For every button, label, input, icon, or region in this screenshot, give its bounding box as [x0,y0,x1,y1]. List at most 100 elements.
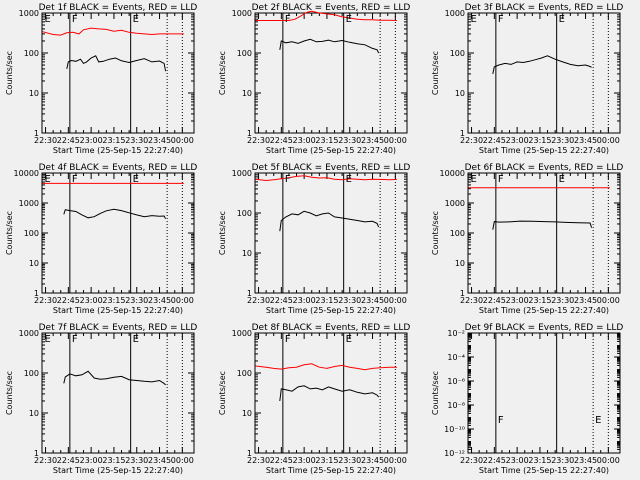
x-axis-label: Start Time (25-Sep-15 22:27:40) [53,306,183,315]
y-tick-label: 1000 [232,169,252,178]
panel-det-7: Det 7f BLACK = Events, RED = LLD 1 10 100 10… [5,323,197,475]
y-tick-label: 100 [24,229,39,238]
x-tick-label: 23:45 [574,296,597,305]
panel-det-2: Det 2f BLACK = Events, RED = LLD 1 10 100 10… [218,3,410,155]
y-tick-label: 10⁻¹⁰ [444,425,465,434]
event-marker-label: F [72,174,78,185]
y-tick-label: 10000 [14,169,39,178]
panel-title: Det 8f BLACK = Events, RED = LLD [252,323,411,333]
x-axis-label: Start Time (25-Sep-15 22:27:40) [266,146,396,155]
panel-det-4: Det 4f BLACK = Events, RED = LLD 1 10 100 10… [5,163,197,315]
x-tick-label: 22:45 [57,456,80,465]
panel-title: Det 6f BLACK = Events, RED = LLD [465,163,624,173]
x-tick-label: 00:00 [384,296,407,305]
y-axis-label: Counts/sec [431,371,440,415]
plot-frame [41,12,195,134]
panel-title: Det 4f BLACK = Events, RED = LLD [39,163,198,173]
x-tick-label: 22:30 [34,456,57,465]
event-marker-label: E [471,174,477,185]
plot-frame [467,12,621,134]
event-marker-label: F [285,334,291,345]
y-tick-label: 10⁻¹² [444,449,465,458]
x-tick-label: 23:00 [506,296,529,305]
event-marker-label: F [285,14,291,25]
plot-frame [41,172,195,294]
y-tick-label: 10⁻² [447,329,465,338]
x-tick-label: 23:00 [293,456,316,465]
y-tick-label: 10000 [440,169,465,178]
y-tick-label: 10 [455,89,465,98]
events-series-line [492,220,593,230]
x-tick-label: 23:00 [293,136,316,145]
x-tick-label: 23:30 [338,296,361,305]
events-series-line [492,55,592,75]
y-tick-label: 100 [24,49,39,58]
x-tick-label: 23:30 [338,456,361,465]
panel-det-3: Det 3f BLACK = Events, RED = LLD 1 10 100 10… [431,3,623,155]
event-marker-label: E [471,14,477,25]
x-tick-label: 22:45 [270,136,293,145]
event-marker-label: E [559,174,565,185]
panel-det-9: Det 9f BLACK = Events, RED = LLD 10⁻¹² 10⁻… [431,323,623,475]
event-marker-label: E [346,14,352,25]
x-axis-label: Start Time (25-Sep-15 22:27:40) [53,466,183,475]
x-axis-label: Start Time (25-Sep-15 22:27:40) [266,466,396,475]
x-tick-label: 23:30 [551,136,574,145]
event-marker-label: E [346,174,352,185]
event-marker-label: F [72,14,78,25]
x-tick-label: 23:45 [148,296,171,305]
x-tick-label: 23:00 [506,136,529,145]
x-tick-label: 22:30 [247,296,270,305]
y-tick-label: 100 [450,49,465,58]
event-marker-label: E [45,334,51,345]
plot-frame [254,332,408,454]
panel-title: Det 5f BLACK = Events, RED = LLD [252,163,411,173]
y-tick-label: 1 [34,129,39,138]
x-tick-label: 23:15 [528,136,551,145]
y-tick-label: 1 [247,449,252,458]
x-tick-label: 23:15 [102,456,125,465]
events-series-line [63,208,167,219]
y-axis-label: Counts/sec [431,211,440,255]
x-tick-label: 23:30 [551,296,574,305]
x-tick-label: 23:30 [125,296,148,305]
y-axis-label: Counts/sec [218,211,227,255]
x-tick-label: 22:30 [460,296,483,305]
lld-series-line [42,27,184,36]
x-tick-label: 00:00 [597,296,620,305]
event-marker-label: F [498,415,504,426]
x-tick-label: 22:45 [270,456,293,465]
y-tick-label: 1 [34,449,39,458]
x-tick-label: 23:00 [293,296,316,305]
event-marker-label: E [45,174,51,185]
event-marker-label: F [498,14,504,25]
events-series-line [63,370,166,386]
event-marker-label: E [346,334,352,345]
event-marker-label: E [559,14,565,25]
x-axis-label: Start Time (25-Sep-15 22:27:40) [479,466,609,475]
y-tick-label: 10⁻⁴ [447,353,465,362]
y-axis-label: Counts/sec [5,371,14,415]
x-tick-label: 22:30 [34,296,57,305]
x-tick-label: 23:45 [148,456,171,465]
x-tick-label: 23:15 [528,456,551,465]
plot-frame [254,12,408,134]
x-tick-label: 23:45 [361,456,384,465]
panel-title: Det 7f BLACK = Events, RED = LLD [39,323,198,333]
y-tick-label: 10 [29,89,39,98]
plot-frame [254,172,408,294]
x-tick-label: 23:45 [148,136,171,145]
y-axis-label: Counts/sec [5,51,14,95]
panel-title: Det 9f BLACK = Events, RED = LLD [465,323,624,333]
x-tick-label: 22:45 [57,136,80,145]
y-tick-label: 10⁻⁸ [447,401,465,410]
x-tick-label: 23:15 [102,136,125,145]
lld-series-line [255,10,397,21]
y-axis-label: Counts/sec [5,211,14,255]
panel-det-8: Det 8f BLACK = Events, RED = LLD 1 10 100 10… [218,323,410,475]
event-marker-label: E [133,174,139,185]
y-tick-label: 100 [450,229,465,238]
y-tick-label: 1 [34,289,39,298]
x-tick-label: 00:00 [597,136,620,145]
events-series-line [279,38,380,54]
